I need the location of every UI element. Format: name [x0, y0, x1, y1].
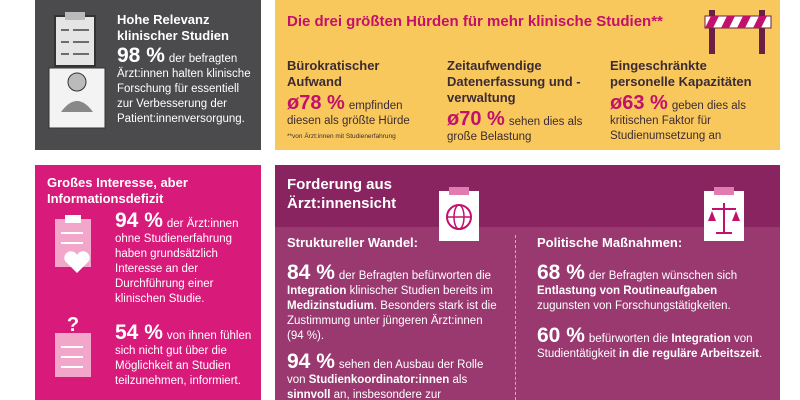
demands-text: .: [759, 348, 763, 360]
demands-text: klinischer Studien bereits im: [346, 285, 493, 297]
interest-stat: 94 %: [115, 209, 163, 232]
relevance-stat: 98 %: [117, 44, 165, 67]
demands-text: . Besonders stark ist die Zustimmung unt…: [287, 300, 497, 342]
hurdles-panel: Die drei größten Hürden für mehr klinisc…: [275, 0, 780, 150]
patient-icon: [48, 12, 106, 129]
demands-text: zugunsten von Forschungstätigkeiten.: [537, 300, 731, 312]
demands-text: von Studientätigkeit: [537, 333, 753, 360]
demands-text-bold: Integration: [671, 333, 731, 345]
barrier-icon: [704, 10, 772, 54]
relevance-text: der befragten Ärzt:innen halten klinisch…: [117, 53, 251, 125]
demands-title: Forderung aus Ärzt:innensicht: [287, 176, 397, 212]
svg-text:?: ?: [67, 317, 79, 336]
hurdle-2: Zeitaufwendige Datenerfassung und -verwa…: [447, 58, 597, 145]
hurdle-text: geben dies als kritischen Faktor für Stu…: [610, 100, 746, 142]
hurdle-heading: Bürokratischer Aufwand: [287, 58, 380, 89]
demands-column-1: Struktureller Wandel: 84 % der Befragten …: [287, 235, 502, 400]
relevance-panel: Hohe Relevanz klinischer Studien 98 % der…: [35, 0, 261, 150]
demands-text-bold: in die reguläre Arbeitszeit: [618, 348, 760, 360]
demands-text-bold: sinnvoll: [287, 389, 331, 400]
demands-text: sehen den Ausbau der Rolle von: [287, 359, 484, 386]
scales-icon: [704, 187, 744, 241]
interest-text: von ihnen fühlen sich nicht gut über die…: [115, 330, 252, 387]
demands-text: der Befragten wünschen sich: [588, 270, 738, 282]
hurdles-title: Die drei größten Hürden für mehr klinisc…: [287, 13, 663, 30]
relevance-title: Hohe Relevanz klinischer Studien: [117, 12, 229, 43]
interest-stat: 54 %: [115, 321, 163, 344]
demands-text-bold: Entlastung von Routineaufgaben: [537, 285, 718, 297]
interest-text: der Ärzt:innen ohne Studienerfahrung hab…: [115, 218, 239, 305]
interest-item-1: 94 % der Ärzt:innen ohne Studienerfahrung…: [115, 210, 255, 307]
interest-panel: Großes Interesse, aber Informationsdefiz…: [35, 165, 261, 400]
demands-stat: 60 %: [537, 324, 585, 347]
hurdle-text: empfinden diesen als größte Hürde: [287, 100, 410, 127]
demands-stat: 94 %: [287, 350, 335, 373]
hurdle-heading: Zeitaufwendige Datenerfassung und -verwa…: [447, 58, 581, 105]
demands-column-heading: Struktureller Wandel:: [287, 235, 418, 250]
hurdle-stat: ø70 %: [447, 108, 505, 130]
hurdle-heading: Eingeschränkte personelle Kapazitäten: [610, 58, 752, 89]
demands-panel: Forderung aus Ärzt:innensicht Strukturel…: [275, 165, 780, 400]
demands-text: befürworten die: [588, 333, 672, 345]
interest-item-2: 54 % von ihnen fühlen sich nicht gut über…: [115, 322, 255, 389]
demands-text: als: [449, 374, 468, 386]
hurdle-stat: ø63 %: [610, 92, 668, 114]
hurdle-3: Eingeschränkte personelle Kapazitäten ø6…: [610, 58, 770, 144]
clipboard-question-icon: ?: [55, 317, 91, 377]
demands-text-bold: Medizinstudium: [287, 300, 374, 312]
relevance-body: 98 % der befragten Ärzt:innen halten klin…: [117, 45, 257, 127]
hurdle-stat: ø78 %: [287, 92, 345, 114]
hurdle-text: sehen dies als große Belastung: [447, 116, 583, 143]
demands-text-bold: Studienkoordinator:innen: [308, 374, 450, 386]
hurdles-footnote: **von Ärzt:innen mit Studienerfahrung: [287, 133, 396, 140]
demands-text: der Befragten befürworten die: [338, 270, 492, 282]
hurdle-1: Bürokratischer Aufwand ø78 % empfinden di…: [287, 58, 437, 129]
demands-column-heading: Politische Maßnahmen:: [537, 235, 683, 250]
demands-column-2: Politische Maßnahmen: 68 % der Befragten …: [537, 235, 767, 362]
interest-title: Großes Interesse, aber Informationsdefiz…: [47, 175, 188, 206]
demands-stat: 84 %: [287, 261, 335, 284]
globe-icon: [439, 187, 479, 241]
demands-text: an, insbesondere zur Unterstützung: [333, 389, 442, 400]
clipboard-heart-icon: [55, 215, 91, 273]
column-divider: [515, 235, 516, 400]
demands-text-bold: Integration: [287, 285, 347, 297]
demands-header-band: [275, 165, 780, 227]
demands-stat: 68 %: [537, 261, 585, 284]
